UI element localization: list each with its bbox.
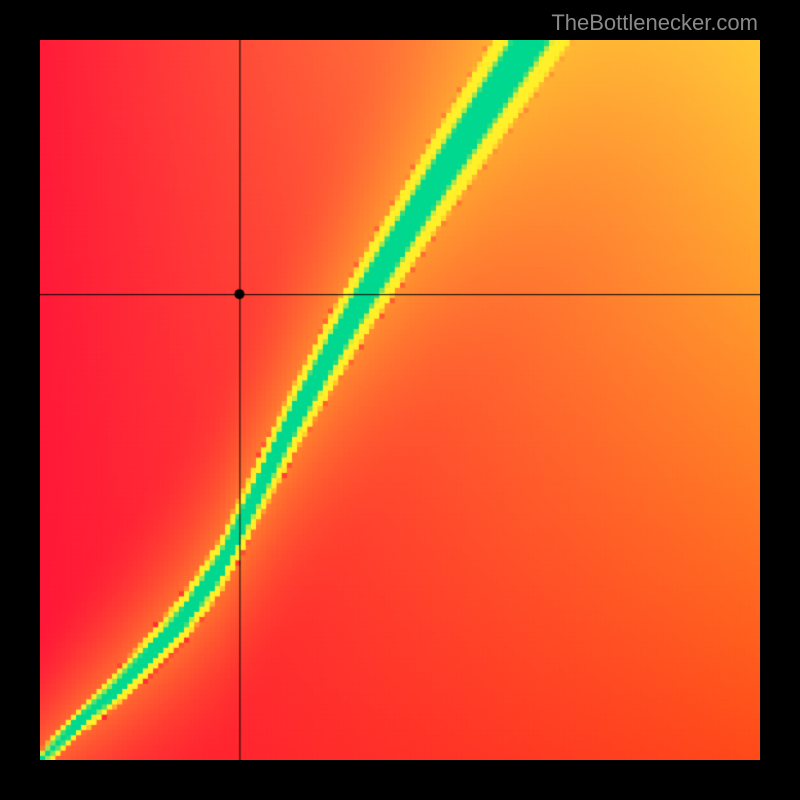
- bottleneck-heatmap: [40, 40, 760, 760]
- heatmap-canvas: [40, 40, 760, 760]
- watermark: TheBottlenecker.com: [551, 10, 758, 36]
